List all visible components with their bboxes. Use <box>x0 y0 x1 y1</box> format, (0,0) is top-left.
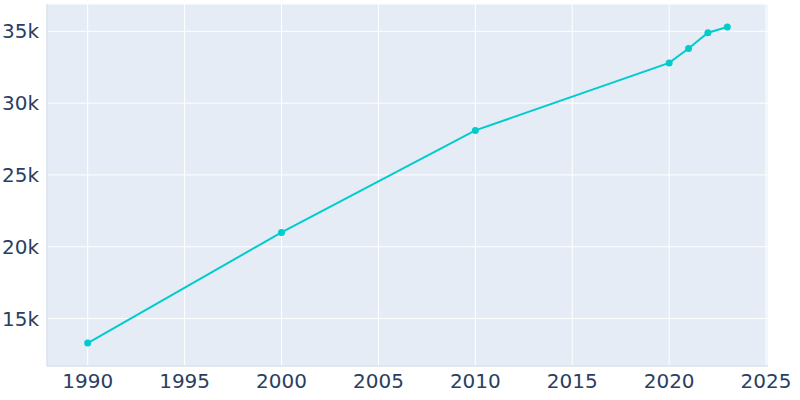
svg-text:2000: 2000 <box>256 369 307 393</box>
svg-text:1995: 1995 <box>159 369 210 393</box>
svg-text:2005: 2005 <box>353 369 404 393</box>
svg-text:2025: 2025 <box>741 369 792 393</box>
svg-text:2020: 2020 <box>644 369 695 393</box>
svg-text:1990: 1990 <box>62 369 113 393</box>
svg-text:30k: 30k <box>8 91 39 115</box>
svg-text:35k: 35k <box>8 19 39 43</box>
svg-text:2010: 2010 <box>450 369 501 393</box>
svg-text:20k: 20k <box>8 235 39 259</box>
svg-text:15k: 15k <box>8 307 39 331</box>
svg-text:25k: 25k <box>8 163 39 187</box>
svg-text:2015: 2015 <box>547 369 598 393</box>
